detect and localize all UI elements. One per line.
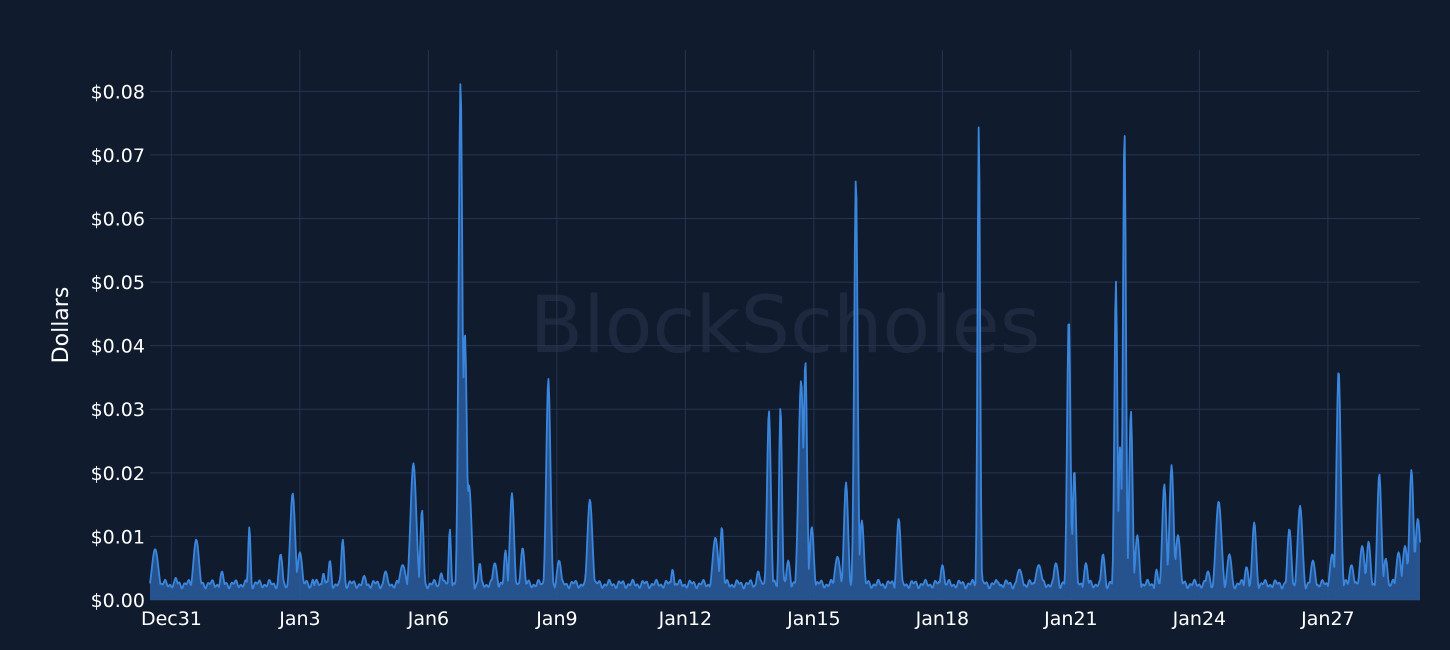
x-tick-label: Dec31 (141, 608, 202, 630)
y-tick-label: $0.08 (91, 81, 145, 103)
watermark-logo: BlockScholes (530, 281, 1041, 371)
y-tick-label: $0.05 (91, 272, 145, 294)
grid (150, 50, 1420, 601)
series-line (149, 83, 1421, 590)
y-tick-label: $0.01 (91, 526, 145, 548)
x-tick-label: Jan27 (1300, 608, 1354, 630)
y-tick-label: $0.02 (91, 463, 145, 485)
y-tick-label: $0.06 (91, 208, 145, 230)
x-tick-label: Jan18 (915, 608, 969, 630)
y-tick-label: $0.07 (91, 145, 145, 167)
y-axis-title: Dollars (49, 287, 74, 364)
y-axis-ticks: $0.00 $0.01 $0.02 $0.03 $0.04 $0.05 $0.06 $0.07… (91, 81, 145, 612)
x-tick-label: Jan9 (535, 608, 577, 630)
x-axis-ticks: Dec31 Jan3 Jan6 Jan9 Jan12 Jan15 Jan18 Jan21 Jan… (141, 608, 1355, 630)
x-tick-label: Jan15 (786, 608, 840, 630)
y-tick-label: $0.04 (91, 336, 145, 358)
x-tick-label: Jan12 (658, 608, 712, 630)
x-tick-label: Jan24 (1172, 608, 1226, 630)
y-tick-label: $0.00 (91, 590, 145, 612)
x-tick-label: Jan6 (407, 608, 449, 630)
x-tick-label: Jan21 (1043, 608, 1097, 630)
y-tick-label: $0.03 (91, 399, 145, 421)
x-tick-label: Jan3 (278, 608, 320, 630)
